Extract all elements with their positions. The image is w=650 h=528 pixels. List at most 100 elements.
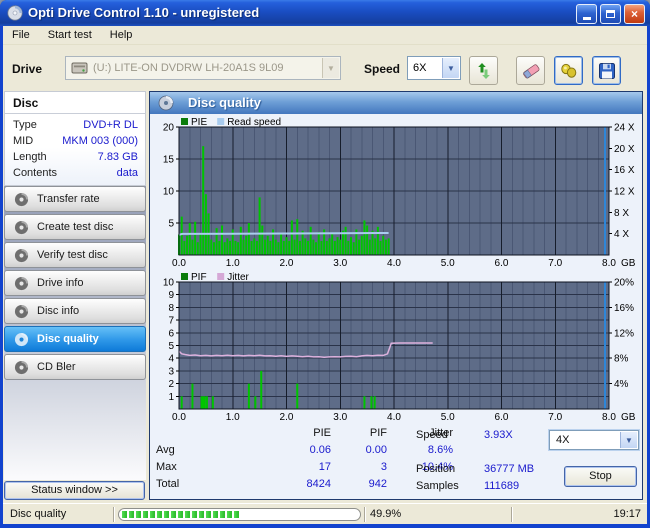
svg-text:16 X: 16 X — [614, 165, 635, 176]
menu-item-start-test[interactable]: Start test — [47, 29, 92, 41]
stats-value: 0.06 — [309, 444, 331, 456]
svg-text:8 X: 8 X — [614, 208, 629, 219]
app-disc-icon — [7, 5, 23, 26]
eject-icon — [560, 63, 576, 78]
disc-icon — [14, 332, 29, 347]
menu-item-file[interactable]: File — [12, 29, 30, 41]
speed-select-chevron-icon[interactable]: ▼ — [442, 58, 459, 78]
menubar: File Start test Help — [3, 26, 647, 45]
status-window-button[interactable]: Status window >> — [4, 481, 145, 500]
refresh-drives-button[interactable] — [469, 56, 498, 85]
sidebar-item-create-test-disc[interactable]: Create test disc — [4, 214, 146, 240]
statusbar-divider — [113, 507, 115, 522]
disc-field-contents: Contents data — [13, 167, 138, 181]
sidebar-item-label: Create test disc — [37, 221, 114, 233]
sidebar-item-label: Transfer rate — [37, 193, 100, 205]
sidebar-item-disc-quality[interactable]: Disc quality — [4, 326, 146, 352]
close-button[interactable]: × — [624, 4, 645, 24]
drive-value: (U:) LITE-ON DVDRW LH-20A1S 9L09 — [93, 62, 284, 74]
svg-text:7.0: 7.0 — [548, 258, 562, 268]
sidebar-item-label: CD Bler — [37, 361, 76, 373]
field-value: DVD+R DL — [83, 119, 138, 131]
drive-select-chevron-icon[interactable]: ▼ — [322, 58, 339, 78]
erase-disc-button[interactable] — [516, 56, 545, 85]
disc-icon — [14, 276, 29, 291]
svg-text:4%: 4% — [614, 379, 629, 390]
svg-text:16%: 16% — [614, 303, 634, 314]
panel-title: Disc quality — [188, 95, 261, 110]
svg-text:GB: GB — [621, 258, 636, 268]
svg-text:24 X: 24 X — [614, 123, 635, 134]
sidebar-item-label: Drive info — [37, 277, 84, 289]
svg-text:5.0: 5.0 — [441, 258, 455, 268]
save-results-button[interactable] — [592, 56, 621, 85]
field-value: data — [116, 167, 138, 179]
svg-text:6: 6 — [168, 328, 174, 339]
svg-text:PIE: PIE — [191, 117, 207, 128]
disc-info-panel: Disc Type DVD+R DL MID MKM 003 (000) Length 7… — [4, 91, 146, 186]
rescan-speed-value: 4X — [556, 434, 570, 446]
disc-icon — [14, 192, 29, 207]
rescan-speed-chevron-icon[interactable]: ▼ — [620, 432, 637, 448]
field-label: Contents — [13, 167, 58, 179]
drive-icon — [71, 61, 88, 75]
sidebar-item-cd-bler[interactable]: CD Bler — [4, 354, 146, 380]
svg-text:0.0: 0.0 — [172, 412, 186, 423]
speed-stat-label: Speed — [416, 429, 448, 441]
stop-button[interactable]: Stop — [564, 466, 637, 487]
sidebar-item-drive-info[interactable]: Drive info — [4, 270, 146, 296]
panel-disc-icon — [158, 95, 174, 116]
samples-stat-value: 111689 — [484, 480, 520, 492]
progress-bar — [118, 508, 361, 521]
stats-value: 942 — [368, 478, 387, 490]
svg-text:4: 4 — [168, 354, 174, 365]
svg-text:9: 9 — [168, 290, 174, 301]
stats-value: 8424 — [306, 478, 331, 490]
sidebar-item-transfer-rate[interactable]: Transfer rate — [4, 186, 146, 212]
eject-disc-button[interactable] — [554, 56, 583, 85]
stats-col-pif: PIF — [369, 427, 387, 439]
field-label: MID — [13, 135, 34, 147]
drive-select[interactable]: (U:) LITE-ON DVDRW LH-20A1S 9L09 ▼ — [65, 56, 341, 80]
titlebar: Opti Drive Control 1.10 - unregistered × — [0, 0, 650, 26]
stats-row-label-avg: Avg — [156, 444, 175, 456]
svg-text:GB: GB — [621, 412, 636, 423]
sidebar-item-disc-info[interactable]: Disc info — [4, 298, 146, 324]
svg-text:4.0: 4.0 — [387, 258, 401, 268]
svg-text:8.0: 8.0 — [602, 412, 616, 423]
svg-text:2: 2 — [168, 379, 174, 390]
svg-text:1.0: 1.0 — [226, 412, 240, 423]
svg-text:10: 10 — [163, 187, 175, 198]
eraser-icon — [522, 63, 539, 79]
sidebar-item-verify-test-disc[interactable]: Verify test disc — [4, 242, 146, 268]
sidebar-item-label: Verify test disc — [37, 249, 108, 261]
statusbar-clock: 19:17 — [613, 508, 641, 520]
svg-text:2.0: 2.0 — [280, 258, 294, 268]
disc-icon — [14, 248, 29, 263]
samples-stat-label: Samples — [416, 480, 459, 492]
refresh-icon — [477, 62, 490, 79]
stats-value: 3 — [380, 461, 387, 473]
speed-select[interactable]: 6X ▼ — [407, 56, 461, 80]
svg-text:PIF: PIF — [191, 272, 207, 283]
svg-text:20: 20 — [163, 123, 175, 134]
disc-field-mid: MID MKM 003 (000) — [13, 135, 138, 149]
svg-text:8.0: 8.0 — [602, 258, 616, 268]
svg-text:12 X: 12 X — [614, 187, 635, 198]
svg-text:20%: 20% — [614, 278, 634, 289]
window-border — [0, 524, 650, 528]
svg-text:0.0: 0.0 — [172, 258, 186, 268]
statusbar: Disc quality 49.9% 19:17 — [3, 503, 647, 524]
svg-text:1.0: 1.0 — [226, 258, 240, 268]
svg-text:2.0: 2.0 — [280, 412, 294, 423]
minimize-button[interactable] — [576, 4, 597, 24]
stats-col-pie: PIE — [313, 427, 331, 439]
statusbar-divider — [364, 507, 366, 522]
sidebar-nav: Transfer rate Create test disc Verify test… — [4, 186, 146, 480]
menu-item-help[interactable]: Help — [109, 29, 133, 41]
rescan-speed-select[interactable]: 4X ▼ — [549, 430, 639, 450]
maximize-button[interactable] — [600, 4, 621, 24]
speed-label: Speed — [364, 62, 401, 76]
